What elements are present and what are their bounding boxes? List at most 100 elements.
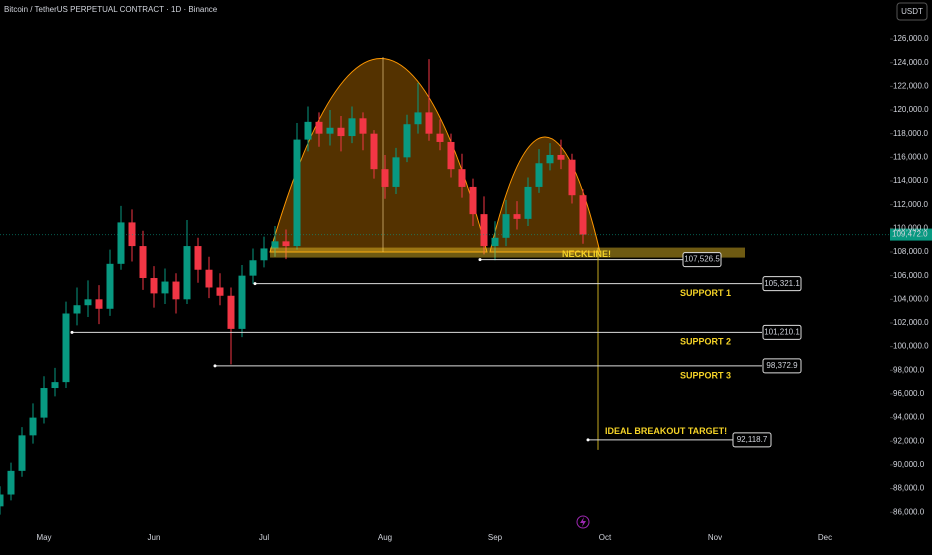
overlay: 109,472.0 107,526.5 NECKLINE! 105,321.1 SUPP… [0, 228, 932, 450]
candle-body [106, 263, 114, 309]
candle-body [161, 281, 169, 294]
candle-body [491, 237, 499, 247]
candle-body [546, 154, 554, 164]
level-name: SUPPORT 2 [680, 337, 731, 347]
candle-body [40, 388, 48, 418]
candle-body [271, 241, 279, 249]
level-value-box [682, 252, 722, 268]
candle-body [436, 133, 444, 142]
candle-body [194, 246, 202, 270]
y-tick-label: 112,000.0 [893, 200, 929, 209]
x-tick-label: Nov [708, 533, 722, 542]
level-dot [253, 282, 257, 286]
y-tick-label: 104,000.0 [893, 294, 929, 303]
x-tick-label: Dec [818, 533, 832, 542]
chart-title: Bitcoin / TetherUS PERPETUAL CONTRACT · … [4, 5, 218, 14]
candle-body [183, 246, 191, 300]
x-tick-label: Jun [148, 533, 161, 542]
y-tick-label: 90,000.0 [893, 460, 925, 469]
candle-body [51, 382, 59, 389]
candle-body [403, 124, 411, 158]
candle-body [326, 127, 334, 134]
candle-body [502, 214, 510, 238]
y-tick-label: 120,000.0 [893, 105, 929, 114]
y-tick-label: 86,000.0 [893, 507, 925, 516]
candle-body [557, 154, 565, 160]
y-tick-label: 126,000.0 [893, 34, 929, 43]
y-tick-label: 108,000.0 [893, 247, 929, 256]
level-value-label: 107,526.5 [684, 255, 720, 264]
candle-body [7, 470, 15, 495]
level-value-label: 105,321.1 [764, 279, 800, 288]
candle-body [425, 112, 433, 134]
x-tick-label: Oct [599, 533, 612, 542]
price-axis: 86,000.0 88,000.0 90,000.0 92,000.0 94,000.0… [890, 34, 929, 516]
candle-body [139, 246, 147, 279]
candle-body [513, 214, 521, 219]
currency-button[interactable] [896, 2, 928, 21]
candle-body [73, 305, 81, 314]
y-tick-label: 102,000.0 [893, 318, 929, 327]
candle-body [447, 141, 455, 170]
currency-label: USDT [901, 7, 923, 16]
y-tick-label: 118,000.0 [893, 129, 929, 138]
candle-body [293, 139, 301, 247]
level-name: SUPPORT 3 [680, 370, 731, 380]
candle-body [524, 186, 532, 219]
candle-body [359, 118, 367, 134]
level-value-box [762, 276, 802, 292]
y-tick-label: 94,000.0 [893, 413, 925, 422]
candle-body [579, 195, 587, 235]
candle-body [469, 186, 477, 215]
candle-body [18, 435, 26, 471]
candles [0, 59, 587, 515]
candle-body [370, 133, 378, 170]
candle-body [84, 299, 92, 306]
candle-body [29, 417, 37, 436]
candle-body [304, 121, 312, 140]
candle-body [238, 275, 246, 329]
bolt-icon [576, 515, 590, 529]
candle-body [282, 241, 290, 247]
candle-body [172, 281, 180, 300]
x-tick-label: Aug [378, 533, 392, 542]
candle-body [414, 112, 422, 125]
candle-body [458, 169, 466, 187]
level-value-box [762, 358, 802, 374]
candle-body [216, 287, 224, 296]
candle-body [348, 118, 356, 137]
y-tick-label: 92,000.0 [893, 436, 925, 445]
y-tick-label: 88,000.0 [893, 484, 925, 493]
y-tick-label: 114,000.0 [893, 176, 929, 185]
last-price-tag [890, 228, 932, 241]
level-name: NECKLINE! [562, 249, 611, 259]
y-tick-label: 106,000.0 [893, 271, 929, 280]
candle-body [480, 214, 488, 247]
y-tick-label: 100,000.0 [893, 342, 929, 351]
level-name: SUPPORT 1 [680, 288, 731, 298]
candle-body [62, 313, 70, 383]
candle-body [337, 127, 345, 137]
candle-body [568, 159, 576, 196]
level-value-label: 98,372.9 [766, 361, 798, 370]
level-value-box [732, 432, 772, 448]
level-value-label: 101,210.1 [764, 327, 800, 336]
candle-body [205, 269, 213, 288]
y-tick-label: 122,000.0 [893, 81, 929, 90]
y-tick-label: 98,000.0 [893, 365, 925, 374]
candle-body [95, 299, 103, 309]
candle-body [315, 121, 323, 134]
level-dot [586, 438, 590, 442]
last-price-label: 109,472.0 [892, 230, 928, 239]
candle-body [150, 278, 158, 294]
candle-body [249, 260, 257, 276]
y-tick-label: 96,000.0 [893, 389, 925, 398]
level-value-box [762, 324, 802, 340]
neckline-zone [270, 247, 745, 258]
candle-body [392, 157, 400, 187]
candle-body [117, 222, 125, 264]
level-dot [70, 330, 74, 334]
candle-body [260, 248, 268, 261]
